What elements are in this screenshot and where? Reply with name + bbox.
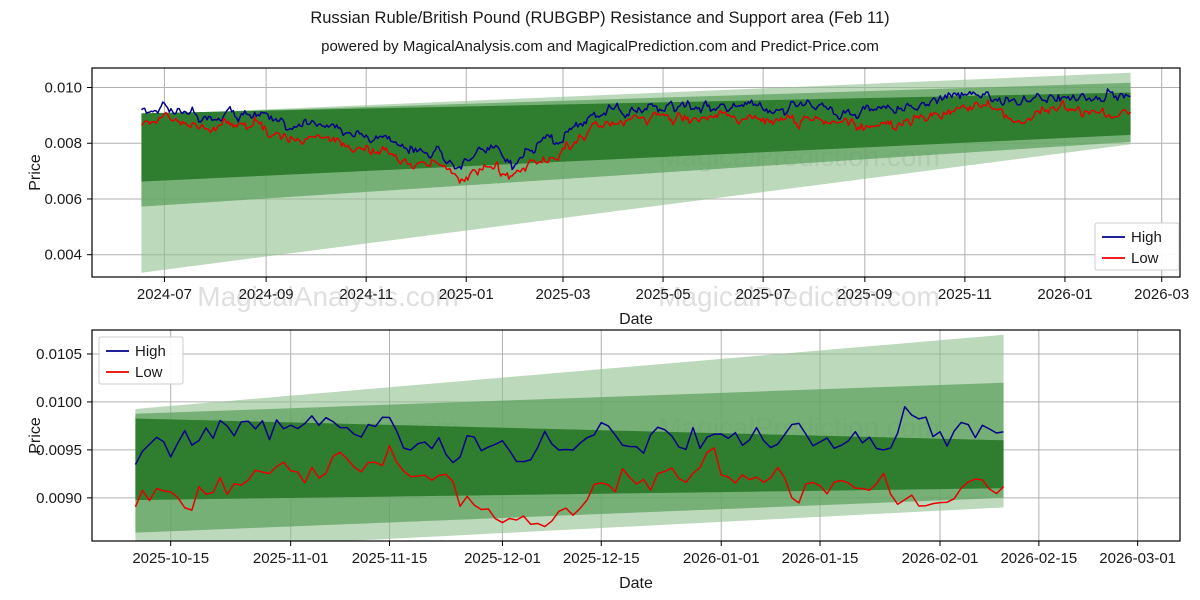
svg-text:0.0090: 0.0090 (36, 490, 82, 507)
svg-text:2026-01-15: 2026-01-15 (782, 550, 859, 567)
svg-text:2025-11: 2025-11 (938, 286, 992, 303)
svg-text:2026-02-01: 2026-02-01 (902, 550, 979, 567)
svg-text:2025-10-15: 2025-10-15 (132, 550, 209, 567)
svg-text:High: High (135, 343, 166, 360)
svg-text:2024-11: 2024-11 (339, 286, 393, 303)
svg-text:2025-12-01: 2025-12-01 (464, 550, 541, 567)
svg-text:Price: Price (27, 417, 44, 454)
svg-text:Date: Date (619, 575, 653, 592)
svg-text:MagicalAnalysis.com: MagicalAnalysis.com (197, 281, 458, 312)
svg-text:powered by MagicalAnalysis.com: powered by MagicalAnalysis.com and Magic… (321, 38, 879, 55)
svg-text:2026-02-15: 2026-02-15 (1000, 550, 1077, 567)
svg-text:Price: Price (27, 154, 44, 191)
svg-text:0.006: 0.006 (44, 191, 82, 208)
svg-text:2025-12-15: 2025-12-15 (563, 550, 640, 567)
svg-text:2026-01-01: 2026-01-01 (683, 550, 760, 567)
svg-text:2026-03-01: 2026-03-01 (1099, 550, 1176, 567)
svg-text:MagicalPrediction.com: MagicalPrediction.com (658, 281, 940, 312)
svg-text:2025-01: 2025-01 (439, 286, 494, 303)
svg-text:2025-07: 2025-07 (736, 286, 791, 303)
svg-text:Russian Ruble/British Pound (R: Russian Ruble/British Pound (RUBGBP) Res… (310, 9, 889, 27)
svg-text:2025-03: 2025-03 (535, 286, 590, 303)
svg-text:Low: Low (135, 364, 163, 381)
svg-text:2025-05: 2025-05 (636, 286, 691, 303)
svg-text:2024-09: 2024-09 (239, 286, 294, 303)
svg-text:0.0100: 0.0100 (36, 394, 82, 411)
svg-text:0.010: 0.010 (44, 80, 82, 97)
svg-text:High: High (1131, 229, 1162, 246)
svg-text:Date: Date (619, 311, 653, 328)
svg-text:2026-01: 2026-01 (1037, 286, 1092, 303)
svg-text:Low: Low (1131, 250, 1159, 267)
svg-text:2026-03: 2026-03 (1134, 286, 1189, 303)
svg-text:0.0105: 0.0105 (36, 346, 82, 363)
svg-text:2025-09: 2025-09 (837, 286, 892, 303)
svg-text:0.008: 0.008 (44, 135, 82, 152)
svg-text:2025-11-01: 2025-11-01 (253, 550, 329, 567)
svg-text:2024-07: 2024-07 (137, 286, 192, 303)
svg-text:2025-11-15: 2025-11-15 (352, 550, 428, 567)
svg-text:0.004: 0.004 (44, 247, 82, 264)
